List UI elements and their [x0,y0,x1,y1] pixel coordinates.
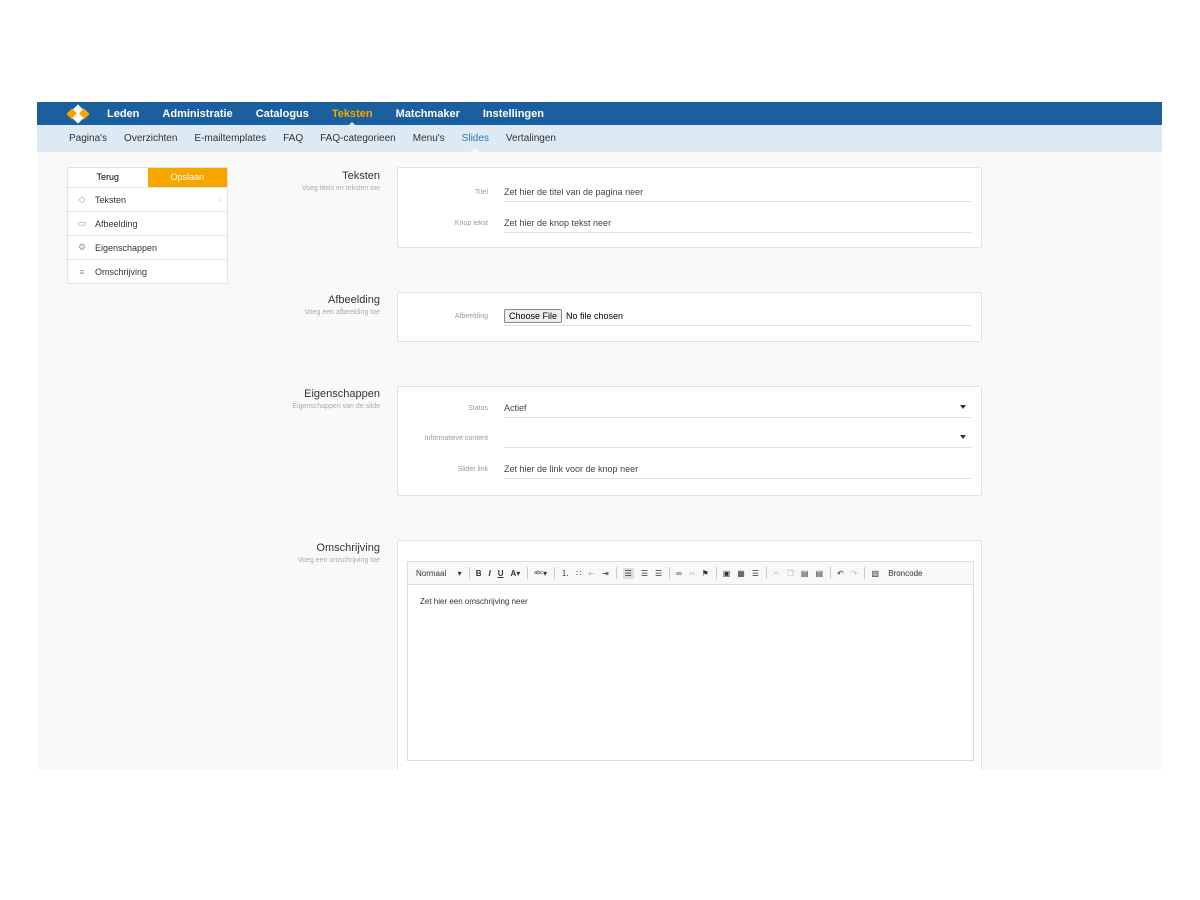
teksten-card: Titel Zet hier de titel van de pagina nee… [397,167,982,248]
text-color-icon[interactable]: A▾ [510,568,521,578]
outdent-icon[interactable]: ⇤ [588,568,595,578]
source-button[interactable]: ▧ Broncode [871,569,929,578]
sidebar-item-label: Omschrijving [95,266,148,277]
image-icon[interactable]: ▣ [722,568,731,578]
afbeelding-label: Afbeelding [454,313,488,320]
sidebar-item-eigenschappen[interactable]: ⚙ Eigenschappen [68,235,227,259]
section-sidebar: Terug Opslaan ◇ Teksten › ▭ Afbeelding ⚙ Eig… [67,167,228,284]
titel-input[interactable]: Zet hier de titel van de pagina neer [504,185,972,202]
slider-link-label: Slider link [457,466,488,473]
indent-icon[interactable]: ⇥ [601,568,609,578]
undo-icon[interactable]: ↶ [837,568,844,578]
image-icon: ▭ [77,218,87,228]
subnav-faq-categorieen[interactable]: FAQ-categorieen [320,133,396,144]
file-status: No file chosen [566,311,624,321]
section-subtitle: Eigenschappen van de slide [292,403,380,410]
section-title: Omschrijving [316,542,380,554]
align-center-icon[interactable]: ☰ [640,568,648,578]
horizontal-line-icon[interactable]: ☰ [751,568,760,578]
subnav-emailtemplates[interactable]: E-mailtemplates [194,133,267,144]
nav-catalogus[interactable]: Catalogus [255,107,309,120]
main-nav: Leden Administratie Catalogus Teksten Ma… [37,102,1162,127]
sidebar-item-label: Eigenschappen [95,242,158,253]
afbeelding-heading: Afbeelding Voeg een afbeelding toe [180,294,380,316]
editor-body[interactable]: Zet hier een omschrijving neer [420,597,528,606]
nav-leden[interactable]: Leden [107,107,140,120]
source-icon: ▧ [871,568,879,578]
paste-icon[interactable]: ▤ [800,568,809,578]
app: Leden Administratie Catalogus Teksten Ma… [37,102,1162,770]
sub-nav: Pagina's Overzichten E-mailtemplates FAQ… [37,125,1162,153]
rich-text-editor: Normaal ▾ B I U A▾ ᵃᵇᶜ▾ ⒈ ∷ ⇤ ⇥ ☰ ☰ ☰ ∞ … [407,561,974,761]
subnav-faq[interactable]: FAQ [283,133,304,144]
subnav-paginas[interactable]: Pagina's [69,133,108,144]
copy-icon[interactable]: ❐ [786,568,794,578]
caret-down-icon [960,405,966,412]
bullet-list-icon[interactable]: ∷ [576,568,582,578]
afbeelding-card: Afbeelding Choose File No file chosen [397,292,982,342]
info-label: Informatieve content [424,435,488,442]
anchor-flag-icon[interactable]: ⚑ [701,568,709,578]
unlink-icon[interactable]: ∞ [688,568,695,578]
knop-tekst-input[interactable]: Zet hier de knop tekst neer [504,216,972,233]
slider-link-input[interactable]: Zet hier de link voor de knop neer [504,462,972,479]
sidebar-item-label: Teksten [95,194,127,205]
format-select[interactable]: Normaal ▾ [416,568,462,578]
align-right-icon[interactable]: ☰ [654,568,663,578]
choose-file-button[interactable]: Choose File [504,309,563,323]
chevron-right-icon: › [218,194,221,205]
subnav-overzichten[interactable]: Overzichten [124,133,178,144]
caret-down-icon [960,435,966,442]
italic-icon[interactable]: I [488,568,491,578]
source-label: Broncode [888,568,923,578]
section-subtitle: Voeg een omschrijving toe [297,557,380,564]
numbered-list-icon[interactable]: ⒈ [561,568,570,578]
eigenschappen-card: Status Actief Informatieve content Slider… [397,386,982,496]
tag-icon: ◇ [78,194,86,204]
nav-teksten[interactable]: Teksten [331,107,373,127]
logo-icon[interactable] [66,103,90,124]
sidebar-item-label: Afbeelding [95,218,138,229]
status-select[interactable]: Actief [504,401,972,418]
editor-toolbar: Normaal ▾ B I U A▾ ᵃᵇᶜ▾ ⒈ ∷ ⇤ ⇥ ☰ ☰ ☰ ∞ … [408,562,973,585]
align-left-icon: ≡ [79,266,85,277]
save-button[interactable]: Opslaan [147,168,227,187]
gears-icon: ⚙ [77,242,87,252]
titel-label: Titel [475,189,488,196]
eigenschappen-heading: Eigenschappen Eigenschappen van de slide [180,388,380,410]
subnav-menus[interactable]: Menu's [412,133,445,144]
section-title: Teksten [342,170,380,182]
sidebar-item-teksten[interactable]: ◇ Teksten › [68,187,227,211]
subnav-slides[interactable]: Slides [461,133,489,153]
nav-instellingen[interactable]: Instellingen [482,107,544,120]
status-label: Status [468,405,488,412]
bold-icon[interactable]: B [475,568,482,578]
omschrijving-card: Normaal ▾ B I U A▾ ᵃᵇᶜ▾ ⒈ ∷ ⇤ ⇥ ☰ ☰ ☰ ∞ … [397,540,982,770]
back-button[interactable]: Terug [96,172,119,182]
status-value: Actief [504,403,527,413]
sidebar-item-afbeelding[interactable]: ▭ Afbeelding [68,211,227,235]
subnav-vertalingen[interactable]: Vertalingen [505,133,556,144]
spellcheck-icon[interactable]: ᵃᵇᶜ▾ [534,568,548,578]
cut-icon[interactable]: ✂ [773,568,780,578]
knop-tekst-label: Knop tekst [454,220,488,227]
paste-text-icon[interactable]: ▤ [815,568,824,578]
nav-administratie[interactable]: Administratie [162,107,233,120]
omschrijving-heading: Omschrijving Voeg een omschrijving toe [180,542,380,564]
section-subtitle: Voeg een afbeelding toe [304,309,380,316]
file-input[interactable]: Choose File No file chosen [504,309,972,326]
nav-matchmaker[interactable]: Matchmaker [395,107,460,120]
section-title: Eigenschappen [304,388,380,400]
align-left-icon[interactable]: ☰ [622,567,634,579]
link-icon[interactable]: ∞ [676,568,682,578]
underline-icon[interactable]: U [497,568,504,578]
redo-icon[interactable]: ↷ [850,568,858,578]
format-value: Normaal [416,568,447,578]
teksten-heading: Teksten Voeg titels en teksten toe [180,170,380,192]
section-subtitle: Voeg titels en teksten toe [301,185,380,192]
info-select[interactable] [504,431,972,448]
section-title: Afbeelding [328,294,380,306]
table-icon[interactable]: ▦ [737,568,745,578]
sidebar-item-omschrijving[interactable]: ≡ Omschrijving [68,259,227,283]
